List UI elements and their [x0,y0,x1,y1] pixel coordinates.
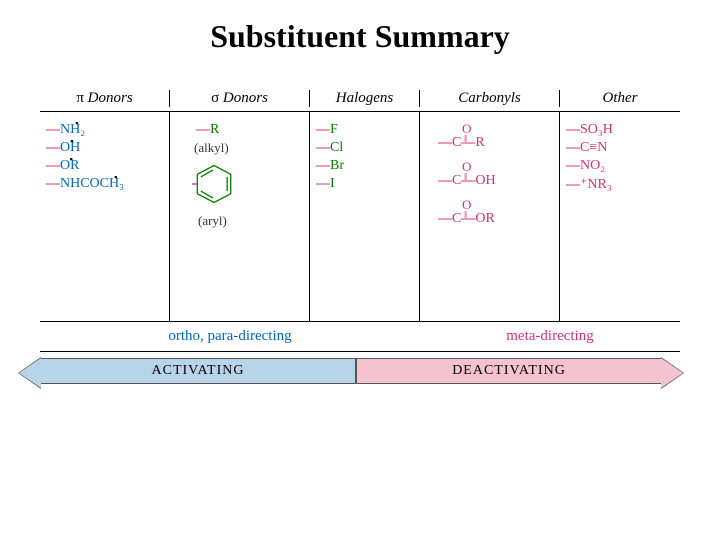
substituent-alkyl: —R [196,122,303,138]
pi-donors-cell: —NH₂•• —OH•• —OR•• —NHCOCH₃•• [40,112,170,321]
carbonyl-r: O‖ —C—R [426,136,553,150]
substituent-nhcoch3: —NHCOCH₃•• [46,176,163,192]
substituent-no2: —NO₂ [566,158,674,174]
substituent-table: π Donors σ Donors Halogens Carbonyls Oth… [40,90,680,391]
substituent-so3h: —SO₃H [566,122,674,138]
substituent-or: —OR•• [46,158,163,174]
meta-label: meta-directing [420,328,680,345]
header-pi-donors: π Donors [40,90,170,107]
table-header-row: π Donors σ Donors Halogens Carbonyls Oth… [40,90,680,112]
substituent-nh2: —NH₂•• [46,122,163,138]
substituent-br: —Br [316,158,413,174]
arrow-right-icon [661,358,683,388]
substituent-cn: —C≡N [566,140,674,156]
table-body-row: —NH₂•• —OH•• —OR•• —NHCOCH₃•• —R (alkyl)… [40,112,680,322]
header-halogens: Halogens [310,90,420,107]
deactivating-bar: DEACTIVATING [356,358,662,384]
aryl-label: (aryl) [198,213,303,229]
ortho-para-label: ortho, para-directing [40,328,420,345]
activating-arrow: ACTIVATING DEACTIVATING [40,351,680,391]
benzene-ring-icon [192,162,236,206]
arrow-left-icon [19,358,41,388]
substituent-cl: —Cl [316,140,413,156]
alkyl-label: (alkyl) [194,140,303,156]
activating-bar: ACTIVATING [40,358,356,384]
header-sigma-donors: σ Donors [170,90,310,107]
carbonyl-oh: O‖ —C—OH [426,174,553,188]
other-cell: —SO₃H —C≡N —NO₂ —⁺NR₃ [560,112,680,321]
header-carbonyls: Carbonyls [420,90,560,107]
halogens-cell: —F —Cl —Br —I [310,112,420,321]
carbonyl-or: O‖ —C—OR [426,212,553,226]
substituent-f: —F [316,122,413,138]
directing-row: ortho, para-directing meta-directing [40,322,680,349]
sigma-donors-cell: —R (alkyl) (aryl) [170,112,310,321]
page-title: Substituent Summary [0,0,720,55]
carbonyls-cell: O‖ —C—R O‖ —C—OH O‖ —C—OR [420,112,560,321]
header-other: Other [560,90,680,107]
substituent-oh: —OH•• [46,140,163,156]
substituent-nr3: —⁺NR₃ [566,176,674,193]
substituent-i: —I [316,176,413,192]
